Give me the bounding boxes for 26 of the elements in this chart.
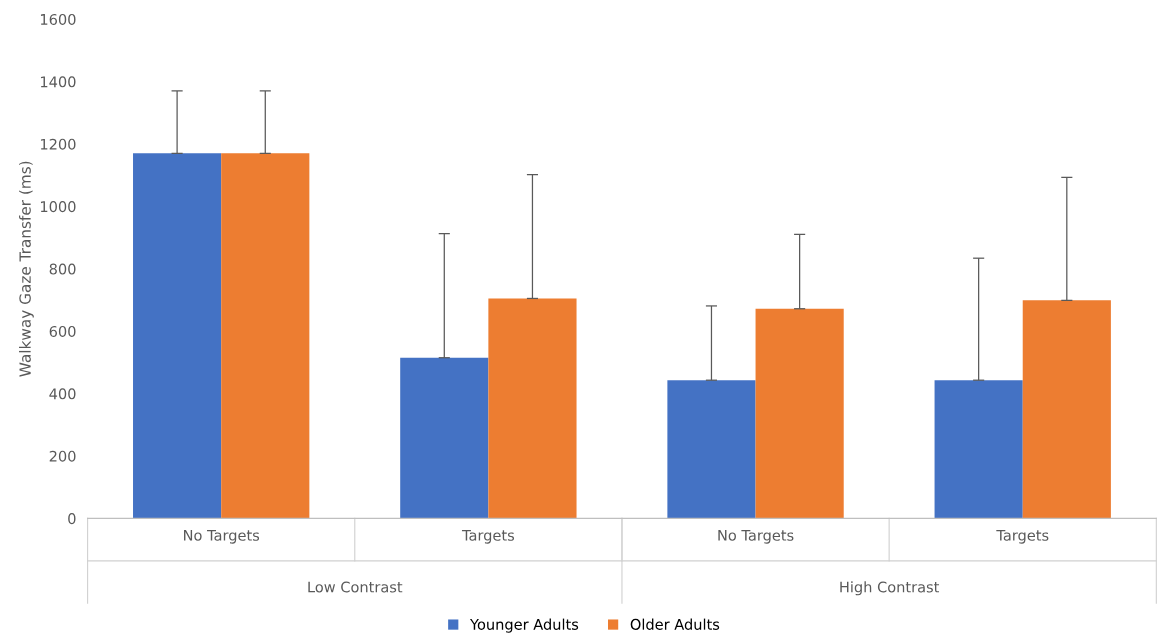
bar — [221, 153, 310, 519]
bar — [400, 357, 489, 519]
bar — [488, 298, 577, 519]
x-tick-label: No Targets — [718, 529, 794, 544]
x-tick-label: Targets — [461, 529, 515, 544]
y-tick-label: 1000 — [40, 201, 76, 213]
y-tick-label: 400 — [49, 388, 76, 400]
text: Low Contrast — [308, 581, 403, 593]
y-tick-label: 1600 — [40, 13, 76, 25]
y-tick-label: 1400 — [40, 76, 76, 88]
bar — [133, 153, 222, 519]
x-tick-label: Targets — [996, 529, 1049, 544]
bar — [667, 380, 756, 519]
y-axis-title: Walkway Gaze Transfer (ms) — [19, 161, 34, 377]
y-tick-label: 600 — [49, 325, 76, 337]
bar — [1022, 300, 1111, 519]
legend-label: Younger Adults — [469, 618, 579, 633]
bar — [755, 308, 844, 519]
y-tick-label: 800 — [49, 263, 76, 275]
y-tick-label: 1200 — [40, 138, 76, 150]
text: High Contrast — [840, 581, 940, 596]
x-tick-label: No Targets — [184, 529, 260, 544]
y-tick-label: 0 — [68, 513, 76, 525]
legend-label: Older Adults — [630, 618, 720, 630]
bar — [934, 380, 1023, 519]
y-tick-label: 200 — [49, 450, 76, 462]
